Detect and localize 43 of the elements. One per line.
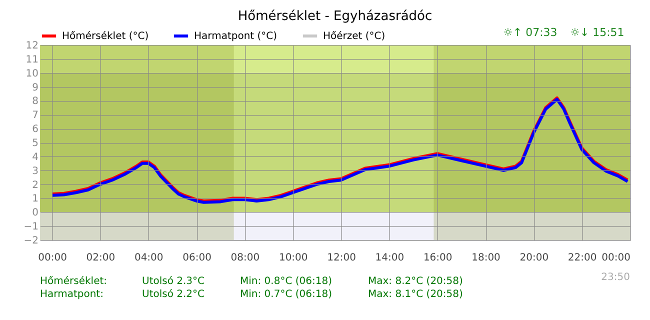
text: ☼↑ 07:33 (503, 26, 558, 39)
y-tick-label: −1 (24, 222, 38, 233)
y-tick-label: 9 (32, 82, 38, 94)
y-tick-label: 2 (32, 180, 38, 191)
text: Utolsó 2.3°C (142, 276, 205, 287)
y-tick-label: 0 (32, 208, 38, 219)
x-tick-label: 16:00 (423, 252, 452, 264)
y-tick-label: 8 (32, 96, 38, 108)
y-tick-label: 1 (32, 194, 38, 205)
x-tick-label: 18:00 (472, 252, 500, 264)
legend-label: Harmatpont (°C) (194, 31, 278, 42)
y-tick-label: 6 (32, 124, 38, 136)
text: ☼↓ 15:51 (570, 26, 624, 39)
x-tick-label: 12:00 (327, 252, 356, 264)
x-tick-label: 20:00 (520, 252, 549, 264)
text: Min: 0.8°C (06:18) (240, 276, 332, 287)
legend-label: Hőmérséklet (°C) (62, 31, 149, 42)
x-tick-label: 22:00 (568, 252, 597, 264)
x-tick-label: 10:00 (278, 252, 308, 264)
y-tick-label: 3 (32, 166, 38, 177)
y-tick-label: 4 (32, 152, 38, 163)
y-tick-label: −2 (24, 236, 38, 246)
text: Max: 8.1°C (20:58) (368, 289, 464, 300)
y-tick-label: 5 (32, 138, 38, 149)
legend-label: Hőérzet (°C) (323, 31, 386, 42)
x-tick-label: 02:00 (86, 252, 116, 264)
text: 23:50 (601, 272, 630, 283)
x-tick-label: 14:00 (375, 252, 404, 264)
text: Utolsó 2.2°C (142, 289, 205, 300)
chart-title: Hőmérséklet - Egyházasrádóc (238, 9, 432, 24)
text: Hőmérséklet: (40, 276, 108, 287)
y-tick-label: 10 (26, 68, 38, 80)
text: Max: 8.2°C (20:58) (368, 276, 464, 287)
x-tick-label: 00:00 (38, 252, 67, 264)
x-tick-label: 08:00 (230, 252, 260, 264)
x-tick-label: 04:00 (134, 252, 164, 264)
text: Harmatpont: (40, 289, 104, 300)
x-tick-label: 06:00 (182, 252, 212, 264)
y-tick-label: 7 (32, 110, 38, 122)
y-tick-label: 12 (26, 40, 38, 52)
y-tick-label: 11 (26, 54, 38, 66)
x-tick-label: 00:00 (602, 252, 630, 264)
text: Min: 0.7°C (06:18) (240, 289, 332, 300)
